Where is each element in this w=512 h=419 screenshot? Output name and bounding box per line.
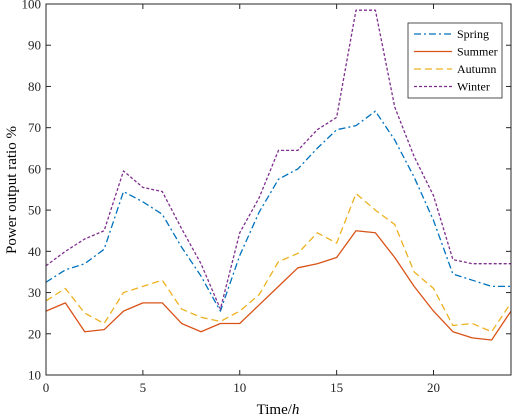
legend-label-spring: Spring [457, 27, 489, 41]
x-tick-label: 20 [427, 380, 440, 395]
legend-label-autumn: Autumn [457, 62, 496, 76]
legend-items: Spring Summer Autumn Winter [414, 27, 498, 94]
axes-box [45, 3, 512, 376]
y-tick-label: 90 [28, 38, 41, 53]
series-line-autumn [45, 192, 512, 333]
y-tick-label: 70 [28, 120, 41, 135]
y-tick-label: 40 [28, 244, 41, 259]
x-tick-label: 15 [330, 380, 343, 395]
legend: Spring Summer Autumn Winter [407, 22, 503, 99]
x-axis-title-prefix: Time/ [257, 402, 293, 418]
y-tick-label: 80 [28, 79, 41, 94]
y-tick-label: 20 [28, 326, 41, 341]
y-tick-label: 50 [28, 203, 41, 218]
legend-box [407, 22, 503, 99]
x-tick-label: 0 [43, 380, 50, 395]
legend-label-summer: Summer [457, 45, 498, 59]
x-tick-label: 10 [233, 380, 246, 395]
x-axis-title: Time/h [257, 402, 300, 418]
series-lines [45, 9, 512, 341]
x-tick-label: 5 [140, 380, 147, 395]
legend-label-winter: Winter [457, 80, 490, 94]
series-line-winter [45, 9, 511, 310]
axis-ticks [45, 3, 511, 376]
series-line-spring [45, 110, 511, 312]
y-tick-label: 10 [28, 368, 41, 383]
series-line-summer [45, 230, 512, 341]
y-tick-label: 60 [28, 161, 41, 176]
y-axis-title: Power output ratio % [4, 126, 20, 254]
y-tick-label: 30 [28, 285, 41, 300]
x-axis-title-unit: h [292, 402, 300, 418]
tick-labels: 0 5 10 15 20 10 20 30 40 50 60 70 80 90 100 [22, 0, 441, 395]
y-tick-label: 100 [22, 0, 42, 12]
